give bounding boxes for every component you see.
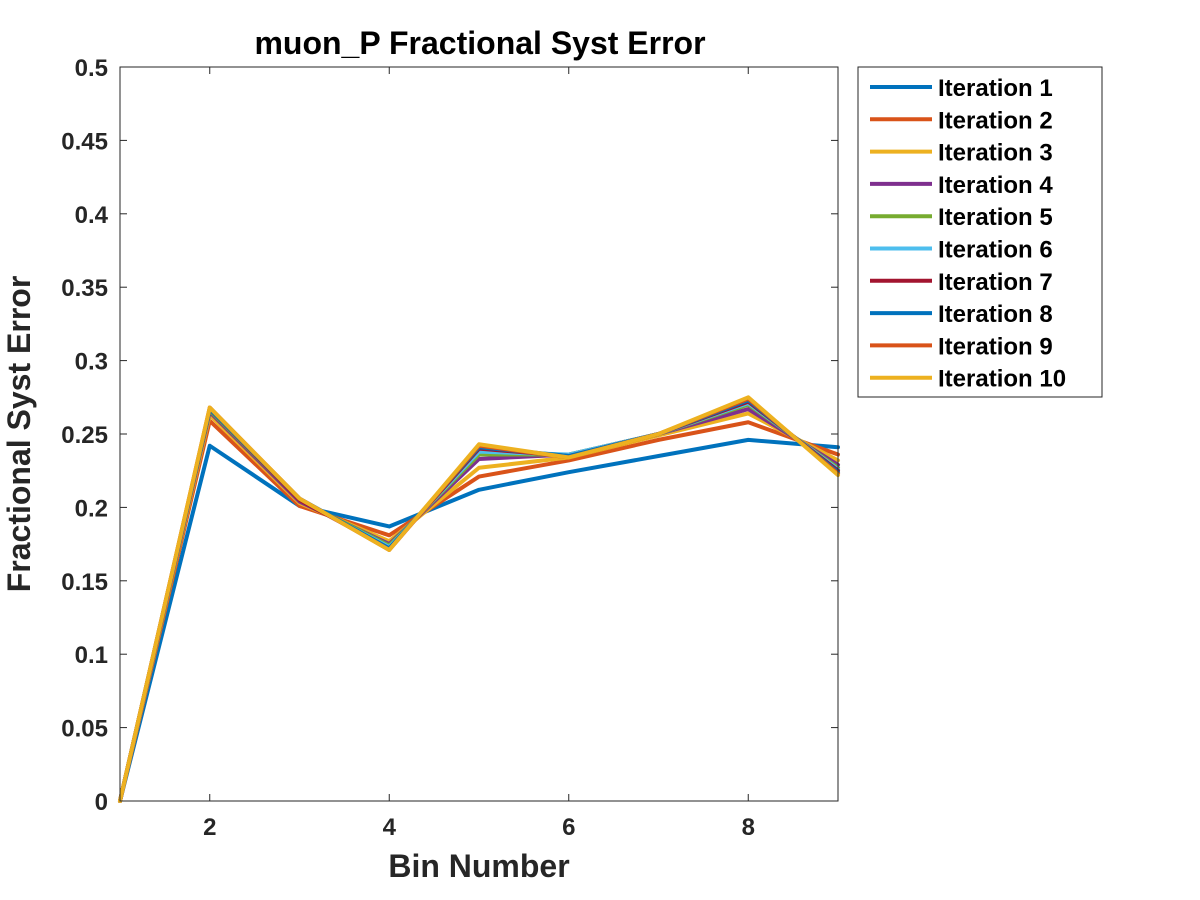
x-tick-label: 2 bbox=[203, 814, 216, 841]
series-layer bbox=[118, 395, 840, 803]
ticks-layer: 2 4 6 8 0 0.05 0.1 0.15 0.2 0.25 0.3 0.35 0.4 0.45 0.5 bbox=[61, 55, 838, 841]
plot-frame bbox=[119, 66, 839, 802]
x-tick-label: 6 bbox=[562, 814, 575, 841]
y-tick-label: 0.3 bbox=[75, 349, 108, 376]
legend-label-iteration-5: Iteration 5 bbox=[938, 204, 1053, 231]
y-tick-label: 0.45 bbox=[61, 128, 108, 155]
legend-label-iteration-10: Iteration 10 bbox=[938, 366, 1066, 393]
x-tick-label: 8 bbox=[742, 814, 755, 841]
legend-label-iteration-6: Iteration 6 bbox=[938, 237, 1053, 264]
legend-box bbox=[857, 66, 1103, 398]
y-axis-label: Fractional Syst Error bbox=[1, 276, 37, 593]
legend-label-iteration-2: Iteration 2 bbox=[938, 107, 1053, 134]
series-line-iteration-2 bbox=[118, 418, 840, 803]
series-line-iteration-10 bbox=[118, 395, 840, 803]
y-tick-label: 0.25 bbox=[61, 422, 108, 449]
series-line-iteration-1 bbox=[118, 437, 840, 803]
x-axis-label: Bin Number bbox=[388, 848, 569, 884]
y-tick-label: 0.5 bbox=[75, 55, 108, 82]
legend-label-iteration-3: Iteration 3 bbox=[938, 140, 1053, 167]
y-tick-label: 0.35 bbox=[61, 275, 108, 302]
chart-title: muon_P Fractional Syst Error bbox=[254, 25, 705, 61]
y-tick-label: 0.15 bbox=[61, 569, 108, 596]
legend-label-iteration-9: Iteration 9 bbox=[938, 333, 1053, 360]
legend-label-iteration-4: Iteration 4 bbox=[938, 172, 1053, 199]
y-tick-label: 0.4 bbox=[75, 202, 109, 229]
legend-label-iteration-8: Iteration 8 bbox=[938, 301, 1053, 328]
y-tick-label: 0.05 bbox=[61, 716, 108, 743]
plot-area bbox=[120, 67, 838, 801]
legend-label-iteration-1: Iteration 1 bbox=[938, 75, 1053, 102]
y-tick-label: 0.2 bbox=[75, 495, 108, 522]
y-tick-label: 0.1 bbox=[75, 642, 108, 669]
x-tick-label: 4 bbox=[383, 814, 397, 841]
legend: Iteration 1 Iteration 2 Iteration 3 Iterati… bbox=[857, 66, 1103, 398]
legend-label-iteration-7: Iteration 7 bbox=[938, 269, 1053, 296]
y-tick-label: 0 bbox=[95, 789, 108, 816]
